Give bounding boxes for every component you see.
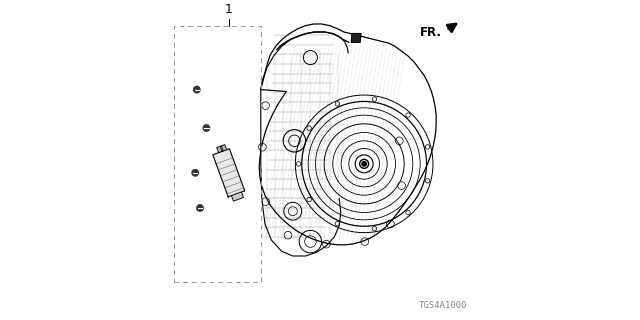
Circle shape [204,125,210,131]
Polygon shape [220,145,227,151]
Polygon shape [232,192,243,201]
Text: TGS4A1000: TGS4A1000 [419,301,467,310]
Text: FR.: FR. [420,26,442,38]
Circle shape [362,162,366,166]
Polygon shape [213,149,244,197]
Circle shape [197,205,204,211]
Bar [174,26,261,282]
Polygon shape [351,34,361,42]
Polygon shape [217,146,223,153]
Circle shape [192,170,198,176]
Polygon shape [259,24,436,245]
Circle shape [194,86,200,93]
Text: 1: 1 [225,3,233,16]
